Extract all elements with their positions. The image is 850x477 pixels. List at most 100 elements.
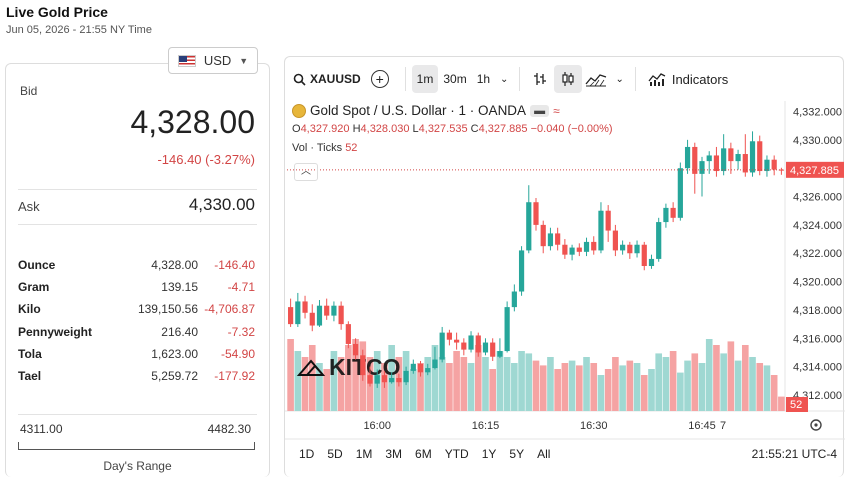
candle-body bbox=[634, 244, 640, 254]
volume-bar bbox=[633, 363, 641, 411]
area-style-button[interactable] bbox=[582, 65, 610, 93]
candle-body bbox=[670, 207, 676, 218]
candle-body bbox=[497, 351, 503, 357]
y-tick-label: 4,324.000 bbox=[793, 220, 842, 232]
compare-button[interactable]: + bbox=[370, 70, 389, 88]
timeframe-1m[interactable]: 1m bbox=[411, 65, 439, 93]
unit-value: 5,259.72 bbox=[151, 369, 198, 384]
candle-style-button[interactable] bbox=[554, 65, 583, 93]
volume-legend: Vol · Ticks 52 bbox=[292, 142, 357, 154]
table-row: Kilo 139,150.56 -4,706.87 bbox=[18, 298, 255, 320]
volume-bar bbox=[511, 363, 518, 411]
range-1m[interactable]: 1M bbox=[355, 447, 373, 461]
y-tick-label: 4,322.000 bbox=[793, 248, 842, 260]
candle-body bbox=[721, 148, 727, 172]
range-low: 4311.00 bbox=[20, 422, 63, 436]
high-value: 4,328.030 bbox=[360, 123, 410, 135]
range-selector: 1D 5D 1M 3M 6M YTD 1Y 5Y All bbox=[285, 443, 843, 465]
volume-value: 52 bbox=[345, 142, 358, 154]
y-tick-label: 4,314.000 bbox=[793, 362, 842, 374]
volume-bar bbox=[287, 339, 294, 411]
candle-body bbox=[316, 305, 323, 326]
candle-body bbox=[288, 307, 294, 325]
divider bbox=[634, 67, 636, 91]
divider bbox=[404, 67, 406, 91]
unit-change: -4.71 bbox=[227, 280, 255, 295]
candle-body bbox=[381, 375, 388, 383]
volume-bar bbox=[323, 369, 331, 411]
volume-bar bbox=[691, 353, 699, 411]
y-tick-label: 4,318.000 bbox=[793, 305, 842, 317]
x-tick-label: 16:30 bbox=[580, 420, 608, 432]
bid-label: Bid bbox=[20, 84, 38, 98]
candle-body bbox=[663, 207, 669, 223]
area-chart-icon bbox=[585, 74, 607, 87]
unit-value: 4,328.00 bbox=[151, 258, 198, 273]
symbol-search[interactable]: XAUUSD bbox=[293, 65, 371, 93]
candle-body bbox=[403, 370, 409, 383]
currency-select[interactable]: USD ▼ bbox=[168, 47, 258, 74]
range-all[interactable]: All bbox=[537, 447, 551, 461]
candle-body bbox=[627, 244, 633, 254]
unit-change: -4,706.87 bbox=[204, 302, 255, 317]
volume-bar bbox=[525, 353, 533, 411]
candles-icon bbox=[562, 72, 575, 86]
candle-body bbox=[735, 154, 741, 162]
chart-clock[interactable]: 21:55:21 UTC-4 bbox=[751, 447, 837, 461]
table-row: Tael 5,259.72 -177.92 bbox=[18, 365, 255, 387]
x-tick-label: 16:00 bbox=[363, 420, 391, 432]
volume-bar bbox=[561, 363, 569, 411]
candle-body bbox=[764, 159, 770, 172]
volume-bar bbox=[648, 369, 655, 411]
candle-body bbox=[547, 233, 554, 247]
volume-bar bbox=[705, 339, 713, 411]
volume-bar bbox=[655, 353, 663, 411]
collapse-legend-button[interactable]: ︿ bbox=[294, 163, 318, 181]
volume-bar bbox=[503, 357, 511, 411]
range-5y[interactable]: 5Y bbox=[509, 447, 525, 461]
timeframe-dropdown[interactable]: ⌄ bbox=[495, 65, 513, 93]
legend-title: Gold Spot / U.S. Dollar · 1 · OANDA ▬ ≈ bbox=[292, 103, 560, 118]
last-price-tag bbox=[786, 161, 844, 178]
candle-body bbox=[432, 359, 438, 369]
volume-bar bbox=[431, 345, 439, 411]
close-value: 4,327.885 bbox=[478, 123, 528, 135]
unit-name: Kilo bbox=[18, 302, 41, 317]
volume-bar bbox=[677, 372, 684, 411]
indicators-button[interactable]: Indicators bbox=[642, 65, 734, 93]
candle-body bbox=[504, 307, 510, 352]
last-volume-label: 52 bbox=[790, 399, 802, 411]
price-chart[interactable]: 4,332.0004,330.0004,328.0004,326.0004,32… bbox=[285, 57, 845, 477]
range-1d[interactable]: 1D bbox=[299, 447, 315, 461]
candle-body bbox=[511, 291, 517, 308]
minus-icon[interactable]: ▬ bbox=[530, 104, 550, 117]
candle-body bbox=[482, 342, 489, 353]
unit-value: 139.15 bbox=[161, 280, 198, 295]
range-5d[interactable]: 5D bbox=[327, 447, 343, 461]
range-ytd[interactable]: YTD bbox=[444, 447, 469, 461]
volume-bar bbox=[337, 357, 345, 411]
candle-body bbox=[749, 141, 756, 173]
volume-bar bbox=[482, 357, 489, 411]
settings-icon-center bbox=[814, 423, 818, 427]
volume-bar bbox=[489, 369, 497, 411]
candle-body bbox=[396, 377, 402, 383]
timeframe-30m[interactable]: 30m bbox=[443, 72, 467, 86]
candle-body bbox=[713, 155, 720, 172]
page-title: Live Gold Price bbox=[6, 4, 108, 20]
change-value: −0.040 (−0.00%) bbox=[530, 123, 613, 135]
volume-bar bbox=[770, 375, 778, 411]
range-1y[interactable]: 1Y bbox=[481, 447, 497, 461]
candle-body bbox=[374, 375, 380, 384]
chart-toolbar: XAUUSD + 1m 30m 1h ⌄ ⌄ Indicators bbox=[285, 57, 843, 101]
y-tick-label: 4,332.000 bbox=[793, 107, 842, 119]
timeframe-1h[interactable]: 1h bbox=[476, 72, 491, 86]
bar-style-button[interactable] bbox=[526, 65, 554, 93]
volume-bar bbox=[438, 357, 446, 411]
unit-change: -54.90 bbox=[220, 346, 255, 361]
range-6m[interactable]: 6M bbox=[415, 447, 432, 461]
unit-value: 1,623.00 bbox=[151, 346, 198, 361]
chart-style-dropdown[interactable]: ⌄ bbox=[610, 65, 628, 93]
range-3m[interactable]: 3M bbox=[385, 447, 403, 461]
divider bbox=[18, 224, 257, 225]
